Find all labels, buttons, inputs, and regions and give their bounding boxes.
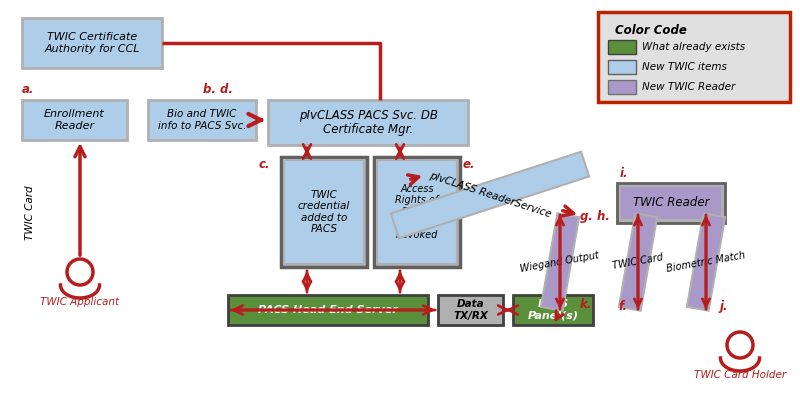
FancyBboxPatch shape — [438, 295, 503, 325]
Text: c.: c. — [258, 158, 270, 171]
FancyBboxPatch shape — [22, 18, 162, 68]
Text: Bio and TWIC
info to PACS Svc.: Bio and TWIC info to PACS Svc. — [158, 109, 246, 131]
Text: a.: a. — [22, 83, 34, 96]
Polygon shape — [619, 213, 657, 310]
Text: TWIC
credential
added to
PACS: TWIC credential added to PACS — [298, 190, 350, 235]
FancyBboxPatch shape — [148, 100, 256, 140]
Text: New TWIC items: New TWIC items — [642, 62, 727, 72]
Text: g. h.: g. h. — [580, 210, 610, 223]
Text: k.: k. — [580, 298, 592, 311]
Text: TWIC Card Holder: TWIC Card Holder — [694, 370, 786, 380]
Text: TWIC Reader: TWIC Reader — [633, 197, 710, 209]
FancyBboxPatch shape — [617, 183, 725, 223]
Text: Wiegand Output: Wiegand Output — [520, 250, 600, 274]
FancyBboxPatch shape — [620, 186, 722, 220]
FancyBboxPatch shape — [284, 160, 364, 264]
Text: What already exists: What already exists — [642, 42, 745, 52]
Text: TWIC Card: TWIC Card — [612, 253, 664, 271]
FancyBboxPatch shape — [22, 100, 127, 140]
Text: New TWIC Reader: New TWIC Reader — [642, 82, 735, 92]
Text: Color Code: Color Code — [615, 24, 687, 37]
FancyBboxPatch shape — [281, 157, 367, 267]
Text: pIvCLASS ReaderService: pIvCLASS ReaderService — [428, 171, 552, 220]
FancyBboxPatch shape — [228, 295, 428, 325]
Text: PACS
Panel(s): PACS Panel(s) — [527, 299, 578, 321]
Text: Data
TX/RX: Data TX/RX — [453, 299, 488, 321]
Text: pIvCLASS PACS Svc. DB
Certificate Mgr.: pIvCLASS PACS Svc. DB Certificate Mgr. — [298, 109, 438, 137]
Text: Enrollment
Reader: Enrollment Reader — [44, 109, 105, 131]
FancyBboxPatch shape — [374, 157, 460, 267]
FancyBboxPatch shape — [268, 100, 468, 145]
Polygon shape — [541, 213, 579, 310]
Polygon shape — [687, 213, 725, 310]
FancyBboxPatch shape — [608, 40, 636, 54]
Text: j.: j. — [720, 300, 729, 313]
FancyBboxPatch shape — [598, 12, 790, 102]
Text: Biometric Match: Biometric Match — [666, 250, 746, 274]
Text: TWIC Applicant: TWIC Applicant — [41, 297, 119, 307]
Text: TWIC Card: TWIC Card — [25, 186, 35, 240]
FancyBboxPatch shape — [608, 60, 636, 74]
Text: e.: e. — [463, 158, 475, 171]
FancyBboxPatch shape — [608, 80, 636, 94]
Polygon shape — [391, 152, 589, 238]
FancyBboxPatch shape — [377, 160, 457, 264]
Text: Access
Rights of
PACS?
On CCL
Revoked: Access Rights of PACS? On CCL Revoked — [395, 184, 438, 240]
Text: TWIC Certificate
Authority for CCL: TWIC Certificate Authority for CCL — [44, 32, 140, 54]
FancyBboxPatch shape — [513, 295, 593, 325]
Text: b. d.: b. d. — [203, 83, 233, 96]
Text: i.: i. — [620, 167, 629, 180]
Text: f.: f. — [618, 300, 627, 313]
Text: PACS Head End Server: PACS Head End Server — [258, 305, 398, 315]
